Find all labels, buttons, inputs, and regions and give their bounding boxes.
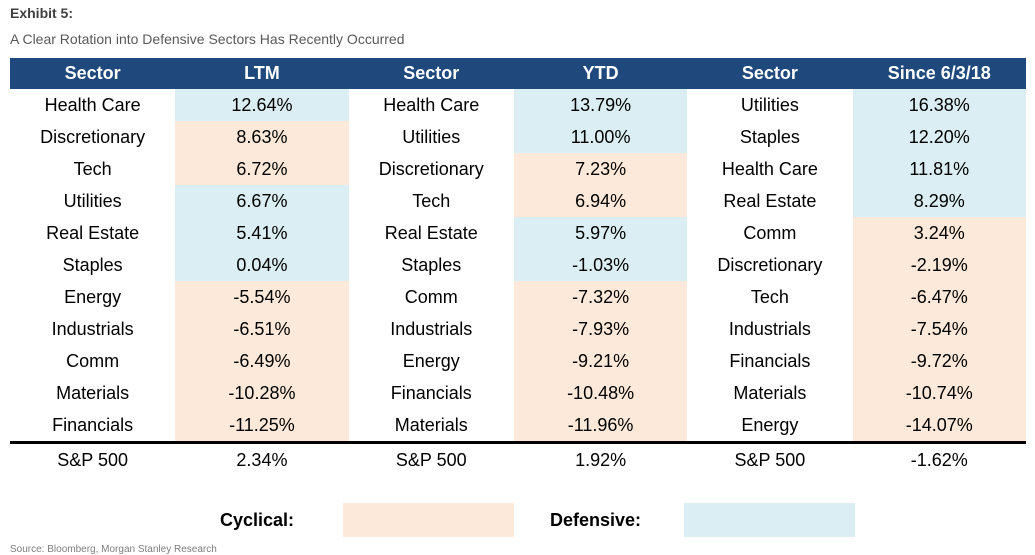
sector-cell-ytd: Health Care [383, 94, 480, 115]
table-row: Health Care 12.64% Health Care 13.79% Utilit… [10, 89, 1026, 121]
sector-cell-ytd: Utilities [402, 126, 461, 147]
total-sector-cell: S&P 500 [10, 441, 176, 476]
value-cell-ytd: 5.97% [513, 217, 688, 249]
sector-cell-ltm: Materials [56, 382, 130, 403]
sector-cell-ltm: Staples [62, 254, 123, 275]
table-row: Materials -10.28% Financials -10.48% Materia… [10, 377, 1026, 409]
value-cell-ltm: 0.04% [175, 249, 349, 281]
header-sector-ytd: Sector [348, 58, 514, 89]
value-cell-since-6-3-18: -14.07% [852, 409, 1026, 443]
value-cell-since-6-3-18: -9.72% [852, 345, 1026, 377]
total-row: S&P 500 2.34% S&P 500 1.92% S&P 500 -1.62% [10, 441, 1026, 476]
sector-cell-ytd: Materials [394, 414, 468, 435]
sector-cell-since-6-3-18: Health Care [721, 158, 818, 179]
value-cell-ltm: -10.28% [175, 377, 349, 409]
value-cell-ltm: 6.67% [175, 185, 349, 217]
value-cell-since-6-3-18: 11.81% [852, 153, 1026, 185]
value-cell-ytd: -10.48% [513, 377, 688, 409]
sector-cell-ltm: Financials [52, 414, 134, 435]
exhibit-label: Exhibit 5: [10, 5, 74, 21]
value-cell-ltm: 6.72% [175, 153, 349, 185]
sector-cell-ltm: Health Care [44, 94, 141, 115]
sector-cell-since-6-3-18: Financials [729, 350, 811, 371]
sector-cell-ytd: Comm [404, 286, 458, 307]
value-cell-ytd: -7.32% [513, 281, 688, 313]
value-cell-since-6-3-18: -10.74% [852, 377, 1026, 409]
sector-cell-since-6-3-18: Tech [750, 286, 789, 307]
sector-cell-ytd: Industrials [390, 318, 473, 339]
total-sector-cell: S&P 500 [687, 441, 853, 476]
sector-cell-since-6-3-18: Utilities [740, 94, 799, 115]
table-row: Industrials -6.51% Industrials -7.93% Indust… [10, 313, 1026, 345]
total-value-cell: 2.34% [175, 441, 349, 476]
total-value-cell: 1.92% [513, 441, 688, 476]
table-row: Discretionary 8.63% Utilities 11.00% Staples… [10, 121, 1026, 153]
value-cell-since-6-3-18: 8.29% [852, 185, 1026, 217]
value-cell-ytd: -1.03% [513, 249, 688, 281]
header-sector-since: Sector [687, 58, 853, 89]
sector-cell-since-6-3-18: Industrials [728, 318, 811, 339]
value-cell-ytd: 13.79% [513, 89, 688, 121]
sector-cell-since-6-3-18: Materials [733, 382, 807, 403]
legend-defensive-label: Defensive: [550, 510, 642, 530]
value-cell-since-6-3-18: 16.38% [852, 89, 1026, 121]
legend-cyclical-label: Cyclical: [220, 510, 295, 530]
table-row: Staples 0.04% Staples -1.03% Discretionary -2… [10, 249, 1026, 281]
table-row: Real Estate 5.41% Real Estate 5.97% Comm 3.24… [10, 217, 1026, 249]
legend-cyclical-swatch [343, 503, 514, 537]
chart-subtitle: A Clear Rotation into Defensive Sectors … [10, 31, 405, 47]
value-cell-ytd: -7.93% [513, 313, 688, 345]
sector-cell-ltm: Discretionary [40, 126, 146, 147]
sector-cell-ytd: Real Estate [384, 222, 478, 243]
sector-cell-ltm: Real Estate [46, 222, 140, 243]
table-row: Tech 6.72% Discretionary 7.23% Health Care 11… [10, 153, 1026, 185]
sector-cell-ltm: Energy [64, 286, 122, 307]
sector-cell-since-6-3-18: Real Estate [723, 190, 817, 211]
sector-cell-since-6-3-18: Comm [743, 222, 797, 243]
table-row: Energy -5.54% Comm -7.32% Tech -6.47% [10, 281, 1026, 313]
value-cell-ytd: -9.21% [513, 345, 688, 377]
total-sector-cell: S&P 500 [348, 441, 514, 476]
value-cell-since-6-3-18: 12.20% [852, 121, 1026, 153]
sector-cell-since-6-3-18: Energy [741, 414, 799, 435]
value-cell-ytd: 11.00% [513, 121, 688, 153]
value-cell-ltm: -6.49% [175, 345, 349, 377]
value-cell-ltm: 5.41% [175, 217, 349, 249]
legend-defensive-swatch [684, 503, 855, 537]
table-body: Health Care 12.64% Health Care 13.79% Utilit… [10, 89, 1026, 476]
sector-cell-ytd: Financials [390, 382, 472, 403]
table-row: Utilities 6.67% Tech 6.94% Real Estate 8.29% [10, 185, 1026, 217]
sector-returns-table: Sector LTM Sector YTD Sector Since 6/3/1… [10, 58, 1026, 476]
table-row: Financials -11.25% Materials -11.96% Energy -… [10, 409, 1026, 443]
value-cell-since-6-3-18: 3.24% [852, 217, 1026, 249]
value-cell-ltm: 12.64% [175, 89, 349, 121]
header-sector-ltm: Sector [10, 58, 176, 89]
value-cell-ytd: 6.94% [513, 185, 688, 217]
sector-cell-ytd: Discretionary [378, 158, 484, 179]
table-header-row: Sector LTM Sector YTD Sector Since 6/3/1… [10, 58, 1026, 89]
value-cell-since-6-3-18: -2.19% [852, 249, 1026, 281]
sector-cell-ltm: Comm [66, 350, 120, 371]
value-cell-ltm: -11.25% [175, 409, 349, 443]
value-cell-ytd: -11.96% [513, 409, 688, 443]
sector-cell-ltm: Utilities [63, 190, 122, 211]
value-cell-ltm: -6.51% [175, 313, 349, 345]
sector-cell-since-6-3-18: Discretionary [717, 254, 823, 275]
value-cell-since-6-3-18: -7.54% [852, 313, 1026, 345]
value-cell-ltm: 8.63% [175, 121, 349, 153]
header-since: Since 6/3/18 [852, 58, 1026, 89]
sector-cell-ltm: Tech [73, 158, 112, 179]
header-ltm: LTM [175, 58, 349, 89]
sector-cell-ytd: Staples [401, 254, 462, 275]
table-row: Comm -6.49% Energy -9.21% Financials -9.72% [10, 345, 1026, 377]
sector-cell-since-6-3-18: Staples [739, 126, 800, 147]
header-ytd: YTD [513, 58, 688, 89]
value-cell-ytd: 7.23% [513, 153, 688, 185]
total-value-cell: -1.62% [852, 441, 1026, 476]
sector-cell-ytd: Energy [402, 350, 460, 371]
value-cell-ltm: -5.54% [175, 281, 349, 313]
value-cell-since-6-3-18: -6.47% [852, 281, 1026, 313]
sector-cell-ytd: Tech [412, 190, 451, 211]
sector-cell-ltm: Industrials [51, 318, 134, 339]
